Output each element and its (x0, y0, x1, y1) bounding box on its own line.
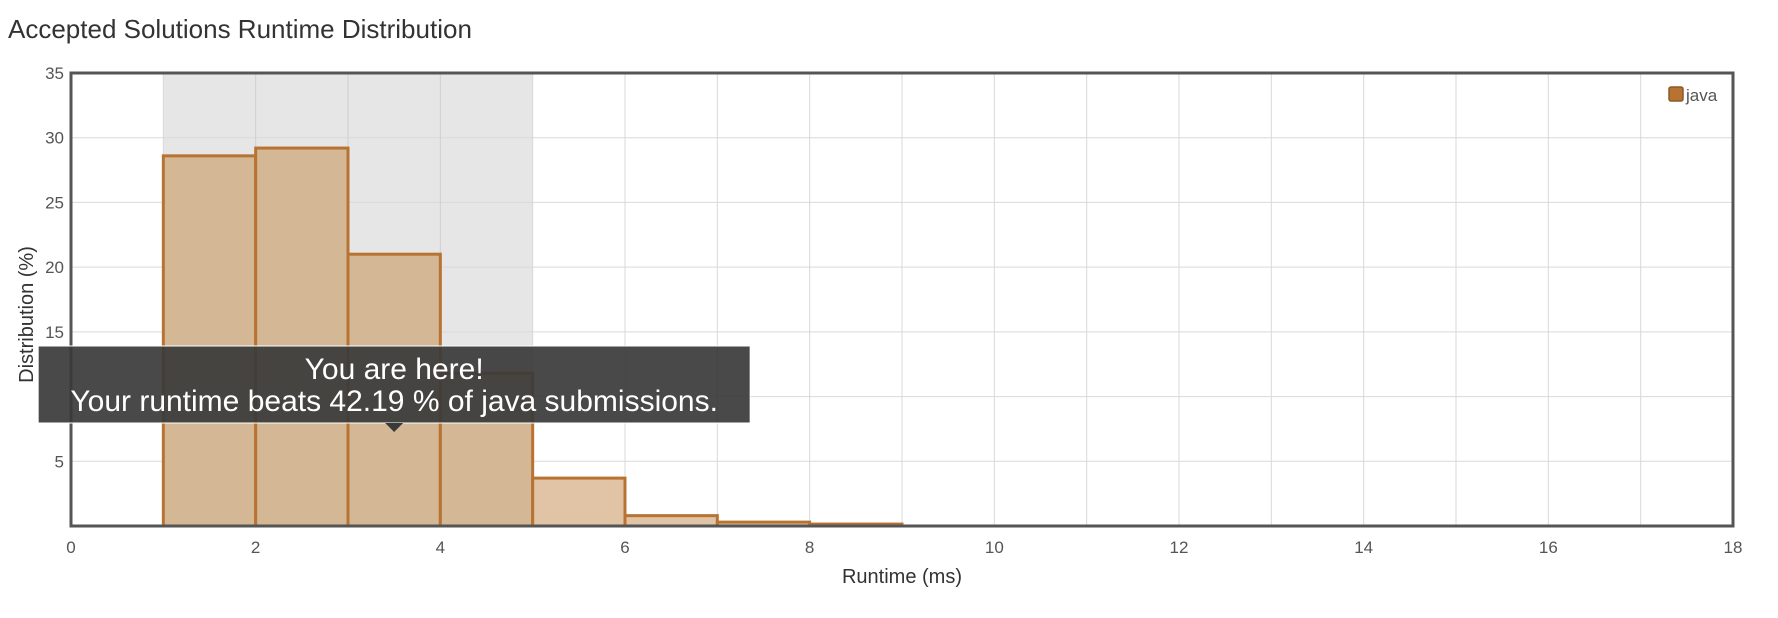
tooltip-pointer (385, 423, 404, 432)
x-tick-label: 10 (985, 538, 1004, 557)
x-tick-label: 18 (1724, 538, 1743, 557)
x-tick-label: 0 (66, 538, 75, 557)
legend-label-java[interactable]: java (1685, 86, 1718, 105)
chart-title: Accepted Solutions Runtime Distribution (8, 14, 472, 44)
tooltip-line-2: Your runtime beats 42.19 % of java submi… (70, 385, 718, 418)
y-tick-label: 35 (45, 64, 64, 83)
y-tick-label: 5 (55, 452, 64, 471)
tooltip-box (37, 345, 751, 424)
x-axis-ticks: 0 2 4 6 8 10 12 14 16 18 (66, 538, 1742, 557)
histogram-bar[interactable] (161, 154, 258, 528)
x-tick-label: 12 (1170, 538, 1189, 557)
histogram-bar[interactable] (623, 514, 719, 528)
y-tick-label: 20 (45, 258, 64, 277)
runtime-tooltip: You are here! Your runtime beats 42.19 %… (37, 345, 751, 432)
x-tick-label: 6 (620, 538, 629, 557)
histogram-bar[interactable] (531, 476, 627, 528)
y-axis-ticks: 5 15 20 25 30 35 (45, 64, 64, 471)
histogram-bar[interactable] (254, 146, 350, 528)
y-tick-label: 15 (45, 323, 64, 342)
x-tick-label: 8 (805, 538, 814, 557)
legend[interactable]: java (1668, 86, 1718, 105)
x-tick-label: 14 (1354, 538, 1373, 557)
x-tick-label: 16 (1539, 538, 1558, 557)
x-axis-label: Runtime (ms) (842, 566, 962, 588)
plot-border (69, 71, 1735, 528)
legend-swatch-java[interactable] (1668, 86, 1684, 102)
y-tick-label: 25 (45, 193, 64, 212)
y-axis-label: Distribution (%) (16, 246, 38, 383)
histogram-bars (161, 146, 904, 528)
x-tick-label: 2 (251, 538, 260, 557)
tooltip-line-1: You are here! (305, 353, 484, 386)
x-tick-label: 4 (436, 538, 445, 557)
y-tick-label: 30 (45, 129, 64, 148)
